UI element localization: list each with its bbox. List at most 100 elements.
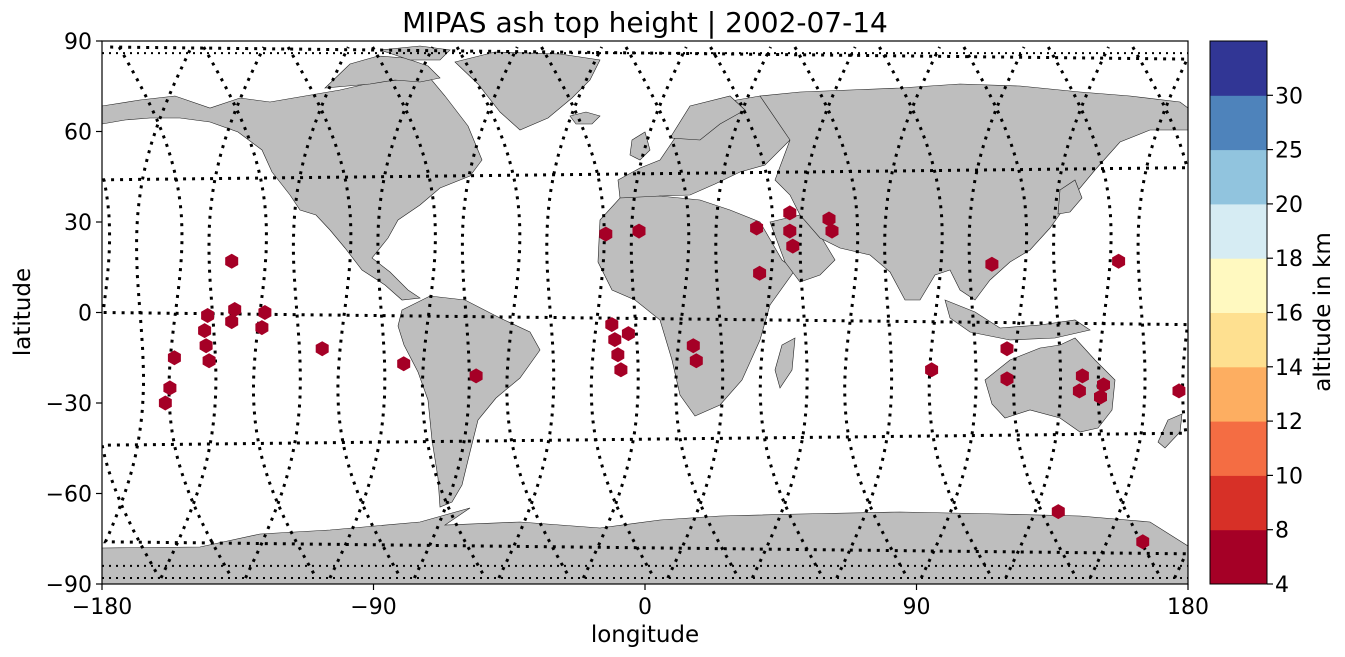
ash-points-layer [158, 205, 1186, 550]
x-axis: −180 −90 0 90 180 [72, 584, 1209, 620]
ash-data-point [614, 362, 628, 378]
orbit-track [624, 46, 740, 579]
ash-data-point [1000, 341, 1014, 357]
colorbar-tick-label: 25 [1275, 139, 1303, 164]
colorbar-tick-label: 16 [1275, 302, 1303, 327]
orbit-track [455, 46, 572, 579]
ash-data-point [1112, 253, 1126, 269]
orbit-track [202, 46, 318, 579]
ash-data-point [689, 353, 703, 369]
map-plot-area [101, 40, 1189, 585]
orbit-track [540, 46, 656, 579]
y-axis: −90 −60 −30 0 30 60 90 [46, 30, 102, 598]
scandinavia [669, 95, 746, 141]
orbit-track [103, 46, 1188, 579]
indonesia-islands [944, 299, 1091, 341]
orbit-track [117, 46, 234, 579]
ash-data-point [1094, 389, 1107, 405]
colorbar-segment [1210, 475, 1267, 531]
ash-data-point [750, 220, 764, 236]
orbit-track [962, 46, 1078, 579]
british-isles [629, 131, 651, 161]
colorbar-tick-label: 30 [1275, 84, 1303, 109]
madagascar [774, 337, 796, 389]
colorbar-tick-label: 10 [1275, 464, 1303, 489]
antarctica-landmass [102, 507, 1188, 584]
colorbar-label: altitude in km [1310, 232, 1336, 392]
ash-data-point [228, 302, 242, 317]
colorbar-segment [1210, 203, 1267, 259]
colorbar: 4 8 10 12 14 16 18 20 25 30 [1209, 40, 1303, 598]
ash-data-point [469, 368, 483, 384]
ash-data-point [225, 314, 239, 330]
y-tick-label: 30 [64, 211, 92, 236]
x-tick-label: 0 [638, 595, 652, 620]
ash-data-point [202, 353, 216, 369]
orbit-track [793, 46, 909, 579]
orbit-track [102, 46, 1188, 579]
new-zealand [1157, 413, 1183, 449]
y-tick-label: −90 [46, 573, 92, 598]
ash-data-point [201, 308, 215, 323]
ash-data-point [632, 223, 646, 239]
x-tick-label: 90 [903, 595, 931, 620]
ash-data-point [198, 323, 212, 339]
ash-data-point [167, 350, 181, 366]
orbit-track [1046, 46, 1163, 579]
y-tick-label: 0 [78, 302, 92, 327]
orbit-track [371, 46, 487, 579]
ash-data-point [315, 341, 329, 357]
x-tick-label: −180 [72, 595, 132, 620]
colorbar-segment [1210, 529, 1267, 585]
ash-data-point [985, 256, 999, 272]
ash-data-point [1172, 383, 1186, 399]
ash-data-point [925, 362, 939, 378]
arctic-islands [324, 55, 441, 89]
map-title: MIPAS ash top height | 2002-07-14 [402, 6, 888, 39]
colorbar-tick-label: 8 [1275, 519, 1289, 544]
y-axis-label: latitude [10, 268, 36, 356]
ash-data-point [225, 253, 239, 269]
x-tick-label: 180 [1167, 595, 1209, 620]
ash-data-point [1097, 377, 1110, 393]
ash-data-point [786, 238, 800, 254]
colorbar-segment [1210, 366, 1267, 422]
ash-data-point [822, 211, 836, 227]
colorbar-tick-label: 20 [1275, 193, 1303, 218]
colorbar-tick-label: 18 [1275, 247, 1303, 272]
ash-data-point [599, 226, 613, 242]
orbit-tracks [102, 45, 1188, 579]
australia-landmass [984, 337, 1116, 433]
ash-data-point [1072, 383, 1086, 399]
africa-landmass [597, 195, 796, 417]
canadian-north-island [379, 45, 451, 61]
ash-data-point [1000, 371, 1014, 387]
y-tick-label: 60 [64, 121, 92, 146]
colorbar-tick-label: 12 [1275, 410, 1303, 435]
colorbar-segment [1210, 149, 1267, 205]
ash-data-point [825, 223, 839, 239]
ash-data-point [255, 320, 269, 336]
ash-data-point [258, 305, 272, 320]
south-america-landmass [397, 295, 541, 508]
ash-data-point [1136, 534, 1150, 550]
ash-data-point [605, 317, 619, 333]
ash-data-point [686, 338, 700, 354]
colorbar-tick-label: 4 [1275, 573, 1289, 598]
x-tick-label: −90 [350, 595, 396, 620]
ash-data-point [1051, 504, 1065, 520]
y-tick-label: −60 [46, 483, 92, 508]
y-tick-label: 90 [64, 30, 92, 55]
ash-data-point [1075, 368, 1089, 384]
colorbar-segment [1210, 258, 1267, 313]
ash-data-point [397, 356, 411, 372]
ash-data-point [783, 223, 797, 239]
orbit-track [878, 46, 994, 579]
colorbar-segment [1210, 421, 1267, 476]
ash-data-point [158, 395, 172, 411]
colorbar-segment [1210, 41, 1267, 96]
x-axis-label: longitude [591, 622, 699, 648]
colorbar-segment [1210, 312, 1267, 368]
orbit-track [709, 46, 825, 579]
